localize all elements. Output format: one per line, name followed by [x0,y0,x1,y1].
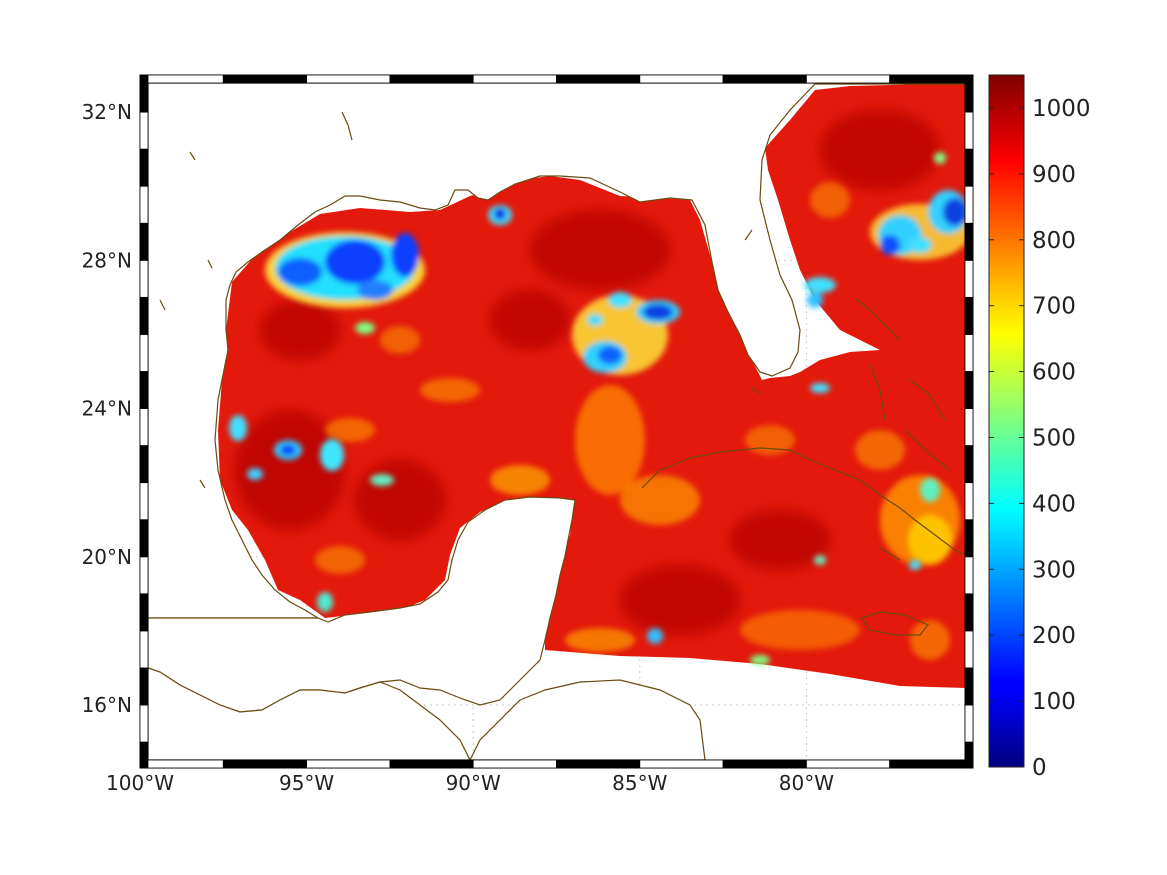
frame-left-segment [139,334,149,372]
land [148,83,965,760]
frame-left-segment [139,259,149,298]
low-blobs [229,152,965,665]
frame-left-segment [139,185,149,224]
frame-left-segment [139,296,149,335]
colorbar-gradient [988,74,1025,768]
frame-left-segment [139,371,149,409]
lat-label: 32°N [82,100,132,124]
frame-right-segment [964,74,974,113]
data-field [148,83,965,760]
colorbar-tick-label: 600 [1032,360,1076,386]
frame-right-segment [964,556,974,595]
lon-label: 100°W [106,771,174,795]
colorbar-tick-label: 1000 [1032,96,1091,122]
frame-bottom-segment [556,759,641,769]
colorbar-tick-label: 700 [1032,294,1076,320]
frame-right-segment [964,259,974,298]
central-america-south [148,667,471,760]
lon-label: 80°W [779,771,834,795]
colorbar-tick-label: 900 [1032,162,1076,188]
longitude-labels: 100°W 95°W 90°W 85°W 80°W [106,771,834,795]
frame-bottom-segment [722,759,807,769]
frame-left-segment [139,556,149,595]
jamaica [861,611,929,636]
frame-right-segment [964,445,974,484]
frame-left-segment [139,445,149,484]
frame-left-segment [139,148,149,187]
frame-top-segment [139,74,224,84]
frame-bottom-segment [222,759,308,769]
frame-right-segment [964,630,974,669]
frame-left-segment [139,704,149,743]
frame-bottom-segment [389,759,474,769]
frame-left-segment [139,630,149,669]
high-patches [235,110,940,635]
colorbar-ticks: 0 100 200 300 400 500 600 700 800 900 1000 [989,96,1091,781]
frame-right-segment [964,408,974,446]
coastal-islands [159,111,901,561]
lat-label: 16°N [82,693,132,717]
frame-right-segment [964,704,974,743]
frame-bottom-segment [139,759,224,769]
frame-bottom-segment [889,759,974,769]
colorbar-tick-label: 200 [1032,623,1076,649]
frame-right-segment [964,148,974,187]
frame-top-segment [306,74,391,84]
colorbar-tick-label: 0 [1032,755,1047,781]
frame-bottom-segment [306,759,391,769]
colorbar-tick-label: 800 [1032,228,1076,254]
frame-top-segment [806,74,891,84]
frame-left-segment [139,667,149,706]
frame-right-segment [964,741,974,769]
lat-label: 24°N [82,397,132,421]
frame-right-segment [964,222,974,261]
frame-top-segment [889,74,974,84]
colorbar-tick-label: 500 [1032,425,1076,451]
map-frame [139,74,974,769]
us-mainland [148,83,965,619]
frame-left-segment [139,741,149,769]
frame-top-segment [556,74,641,84]
frame-top-segment [389,74,474,84]
frame-left-segment [139,222,149,261]
honduras-coast [469,679,706,760]
cuba [641,447,965,556]
frame-right-segment [964,667,974,706]
lon-label: 95°W [279,771,334,795]
lat-label: 28°N [82,248,132,272]
frame-bottom-segment [806,759,891,769]
colorbar-tick-label: 300 [1032,557,1076,583]
frame-top-segment [472,74,557,84]
frame-left-segment [139,74,149,113]
lon-label: 85°W [612,771,667,795]
frame-right-segment [964,519,974,558]
lon-label: 90°W [446,771,501,795]
frame-bottom-segment [639,759,724,769]
colorbar: 0 100 200 300 400 500 600 700 800 900 1000 [988,74,1091,781]
bahamas [854,297,951,471]
frame-right-segment [964,185,974,224]
frame-left-segment [139,593,149,632]
medium-patches [315,182,960,660]
frame-bottom-segment [472,759,557,769]
frame-right-segment [964,296,974,335]
frame-left-segment [139,408,149,446]
lat-label: 20°N [82,545,132,569]
frame-left-segment [139,519,149,558]
frame-right-segment [964,593,974,632]
frame-top-segment [222,74,308,84]
frame-right-segment [964,111,974,150]
frame-top-segment [722,74,807,84]
latitude-labels: 32°N 28°N 24°N 20°N 16°N [82,100,132,717]
frame-left-segment [139,482,149,521]
frame-top-segment [639,74,724,84]
frame-right-segment [964,482,974,521]
colorbar-tick-label: 100 [1032,689,1076,715]
colorbar-tick-label: 400 [1032,491,1076,517]
frame-right-segment [964,371,974,409]
frame-left-segment [139,111,149,150]
frame-right-segment [964,334,974,372]
